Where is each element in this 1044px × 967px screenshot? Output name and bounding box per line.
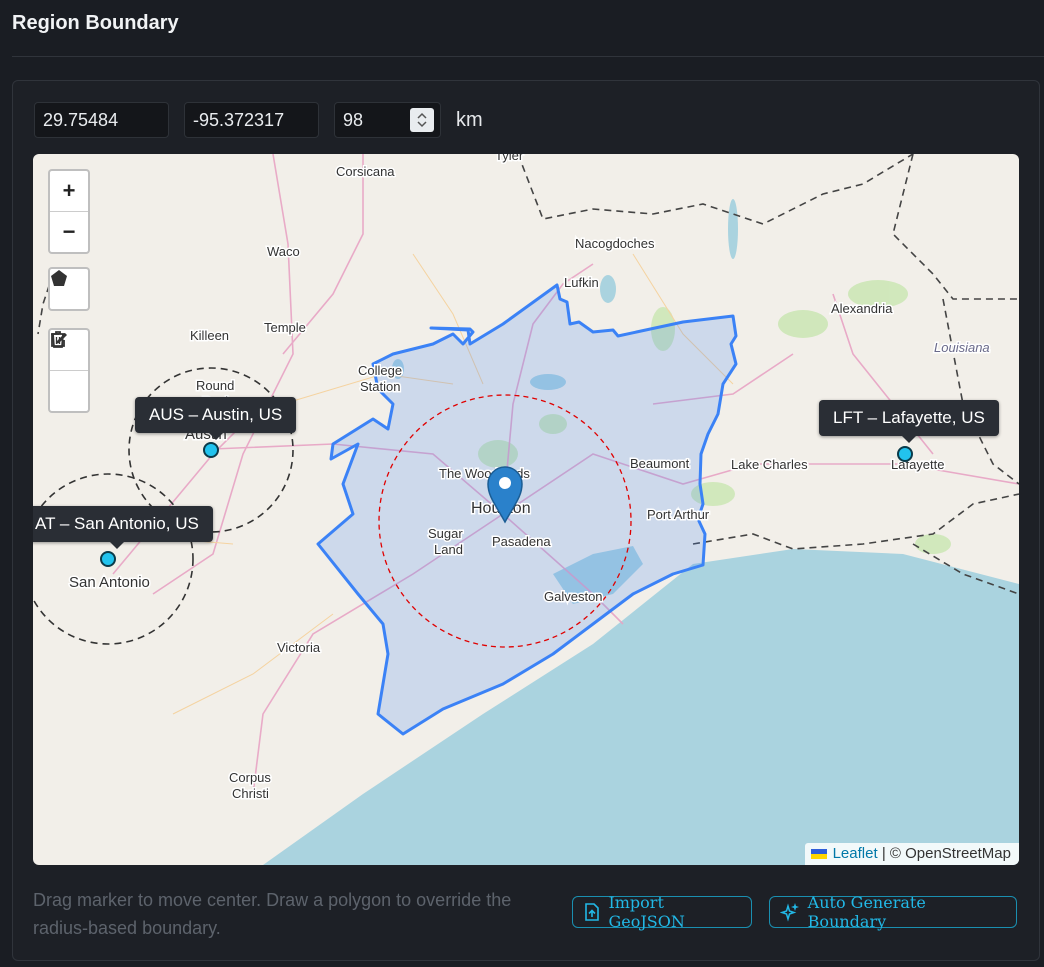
label-sugar-land-2: Land [434,542,463,557]
label-corpus-2: Christi [232,786,269,801]
zoom-in-button[interactable]: + [62,178,76,203]
lafayette-airport-marker[interactable] [897,446,913,462]
san-antonio-airport-marker[interactable] [100,551,116,567]
label-port-arthur: Port Arthur [647,507,710,522]
draw-toolbar [48,267,90,311]
import-geojson-label: Import GeoJSON [608,893,685,931]
label-san-antonio: San Antonio [69,574,150,591]
label-pasadena: Pasadena [492,534,551,549]
page-title: Region Boundary [12,12,179,34]
label-nacogdoches: Nacogdoches [575,236,655,251]
lakes [392,199,738,390]
polygon-draw-icon [51,270,67,286]
gulf-water [263,549,1019,865]
austin-radius-circle [128,367,294,533]
map-canvas[interactable]: Tyler Corsicana Waco Nacogdoches Lufkin … [33,154,1019,865]
label-lufkin: Lufkin [564,275,599,290]
label-corsicana: Corsicana [336,164,395,179]
label-lake-charles: Lake Charles [731,457,808,472]
sparkles-icon [780,903,799,922]
trash-icon [51,331,65,348]
spinner-arrows-icon [417,112,427,128]
file-upload-icon [585,903,599,921]
san-antonio-radius-circle [33,473,194,645]
minor-roads [33,253,734,715]
center-radius-circle [378,394,632,648]
bay-water [553,546,643,604]
label-louisiana: Louisiana [934,340,990,355]
san-antonio-airport-tooltip: AT – San Antonio, US [33,506,213,549]
zoom-control: + − [48,169,90,254]
leaflet-link[interactable]: Leaflet [832,845,878,862]
radius-input[interactable]: 98 [334,102,441,138]
state-borders [37,154,1019,595]
ukraine-flag-icon [810,849,827,859]
draw-polygon-button[interactable] [50,269,88,309]
auto-generate-boundary-button[interactable]: Auto Generate Boundary [769,893,1017,931]
label-tyler: Tyler [495,154,524,163]
radius-value: 98 [343,110,364,130]
label-victoria: Victoria [277,640,321,655]
label-galveston: Galveston [544,589,603,604]
map-pin-icon[interactable] [487,466,523,524]
austin-airport-marker[interactable] [203,442,219,458]
header-divider [12,56,1044,57]
label-round-rock: Round [196,378,234,393]
map-attribution: Leaflet | © OpenStreetMap [804,843,1019,865]
label-waco: Waco [267,244,300,259]
label-college-station-2: Station [360,379,400,394]
map[interactable]: Tyler Corsicana Waco Nacogdoches Lufkin … [33,154,1019,865]
label-college-station: College [358,363,402,378]
austin-airport-tooltip: AUS – Austin, US [135,397,297,440]
radius-unit: km [456,109,483,131]
delete-layers-button[interactable] [50,331,88,411]
longitude-input[interactable]: -95.372317 [184,102,319,138]
label-sugar-land: Sugar [428,526,463,541]
lafayette-airport-tooltip: LFT – Lafayette, US [819,400,999,443]
label-corpus: Corpus [229,770,271,785]
map-hint-text: Drag marker to move center. Draw a polyg… [33,890,512,938]
label-temple: Temple [264,320,306,335]
radius-spinner[interactable] [410,108,434,132]
label-beaumont: Beaumont [630,456,690,471]
osm-attribution: | © OpenStreetMap [881,845,1011,862]
label-killeen: Killeen [190,328,229,343]
latitude-input[interactable]: 29.75484 [34,102,169,138]
auto-generate-label: Auto Generate Boundary [807,893,926,931]
import-geojson-button[interactable]: Import GeoJSON [572,893,752,931]
edit-toolbar [48,328,90,413]
zoom-out-button[interactable]: − [50,211,88,252]
region-boundary-polygon[interactable] [316,283,738,736]
label-alexandria: Alexandria [831,301,893,316]
